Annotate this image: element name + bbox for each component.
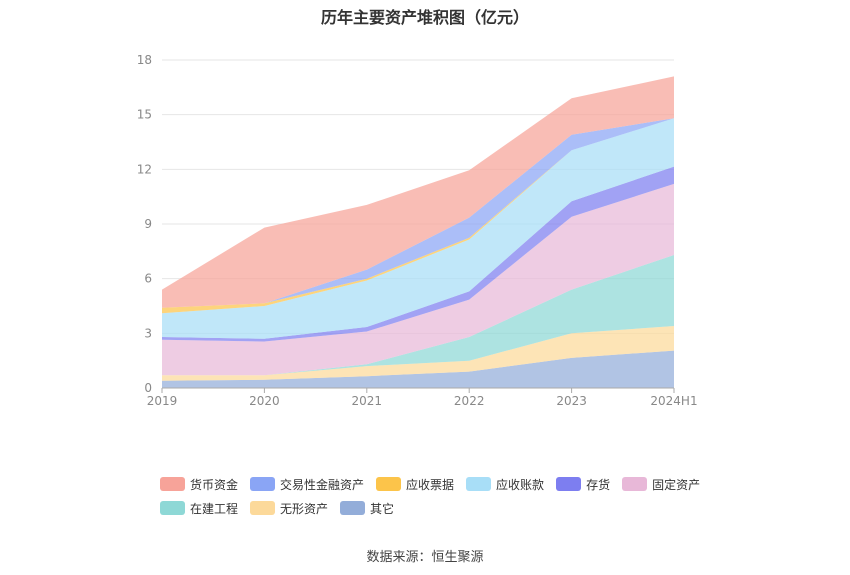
legend-swatch — [466, 477, 492, 491]
y-tick-label: 3 — [144, 326, 152, 340]
legend-item-accounts-receivable[interactable]: 应收账款 — [466, 476, 544, 493]
y-tick-label: 6 — [144, 272, 152, 286]
legend-label: 货币资金 — [190, 477, 239, 492]
legend-item-intangible-assets[interactable]: 无形资产 — [250, 500, 328, 517]
area-存货 — [162, 166, 674, 342]
legend-swatch — [340, 501, 366, 515]
legend-swatch — [160, 477, 185, 491]
area-其它 — [162, 350, 674, 388]
x-tick-label: 2022 — [454, 394, 485, 408]
y-tick-label: 0 — [144, 381, 152, 395]
legend-label: 在建工程 — [190, 501, 239, 516]
area-交易性金融资产 — [162, 118, 674, 308]
x-tick-label: 2024H1 — [650, 394, 697, 408]
x-tick-label: 2023 — [556, 394, 587, 408]
area-无形资产 — [162, 326, 674, 381]
legend-label: 固定资产 — [652, 477, 701, 492]
legend-item-construction-in-progress[interactable]: 在建工程 — [160, 500, 238, 517]
legend-swatch — [250, 477, 276, 491]
legend-row: 在建工程 无形资产 其它 — [160, 496, 720, 520]
legend-label: 其它 — [370, 501, 395, 516]
legend-swatch — [556, 477, 582, 491]
legend-label: 交易性金融资产 — [280, 477, 365, 492]
legend-label: 应收账款 — [496, 477, 545, 492]
legend-swatch — [376, 477, 402, 491]
data-source: 数据来源：恒生聚源 — [366, 550, 484, 565]
legend-label: 应收票据 — [406, 477, 455, 492]
area-固定资产 — [162, 183, 674, 376]
y-tick-label: 12 — [137, 162, 152, 176]
legend-swatch — [622, 477, 648, 491]
legend-item-trading-financial-assets[interactable]: 交易性金融资产 — [250, 476, 364, 493]
chart-legend: 货币资金 交易性金融资产 应收票据 应收账款 存货 固定资产 在建工程 — [160, 472, 720, 520]
legend-row: 货币资金 交易性金融资产 应收票据 应收账款 存货 固定资产 — [160, 472, 720, 496]
y-tick-label: 18 — [137, 53, 152, 67]
legend-label: 存货 — [586, 477, 611, 492]
legend-item-inventory[interactable]: 存货 — [556, 476, 610, 493]
area-在建工程 — [162, 255, 674, 376]
legend-swatch — [250, 501, 276, 515]
legend-item-notes-receivable[interactable]: 应收票据 — [376, 476, 454, 493]
legend-item-other[interactable]: 其它 — [340, 500, 394, 517]
area-应收账款 — [162, 118, 674, 339]
y-tick-label: 15 — [137, 108, 152, 122]
x-tick-label: 2020 — [249, 394, 280, 408]
legend-item-fixed-assets[interactable]: 固定资产 — [622, 476, 700, 493]
legend-swatch — [160, 501, 185, 515]
x-tick-label: 2019 — [147, 394, 178, 408]
chart-title: 历年主要资产堆积图（亿元） — [320, 8, 529, 27]
y-tick-label: 9 — [144, 217, 152, 231]
x-tick-label: 2021 — [352, 394, 383, 408]
legend-item-cash[interactable]: 货币资金 — [160, 476, 238, 493]
legend-label: 无形资产 — [280, 501, 329, 516]
area-货币资金 — [162, 76, 674, 308]
